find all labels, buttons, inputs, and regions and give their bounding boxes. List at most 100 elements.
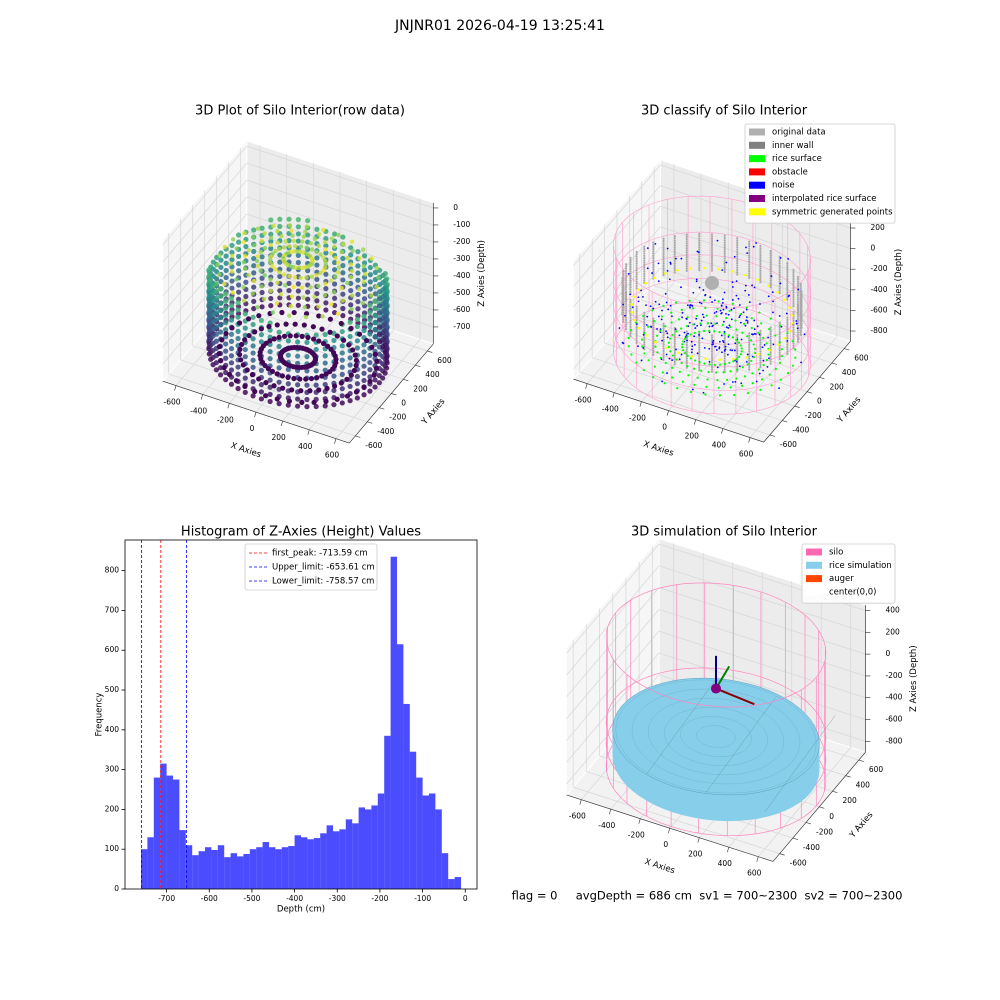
point-cloud-decoration [295,396,301,402]
point-cloud-decoration [213,310,219,316]
point-cloud-decoration [652,333,655,336]
point-cloud-decoration [721,298,724,301]
point-cloud-decoration [769,268,772,271]
point-cloud-decoration [277,259,283,265]
point-cloud-decoration [738,365,741,368]
point-cloud-decoration [723,268,726,271]
point-cloud-decoration [251,255,257,262]
point-cloud-decoration [748,267,751,270]
point-cloud-decoration [635,332,638,335]
point-cloud-decoration [258,339,264,345]
point-cloud-decoration [642,333,645,336]
point-cloud-decoration [698,253,701,256]
point-cloud-decoration [695,278,698,281]
point-cloud-decoration [710,354,714,357]
point-cloud-decoration [786,316,789,319]
point-cloud-decoration [784,336,787,340]
point-cloud-decoration [673,354,676,357]
point-cloud-decoration [778,326,781,329]
point-cloud-decoration [223,348,229,354]
point-cloud-decoration [792,331,795,334]
point-cloud-decoration [271,383,277,389]
point-cloud-decoration [796,300,800,303]
point-cloud-decoration [347,333,353,340]
auger-decoration [715,687,755,706]
point-cloud-decoration [242,337,248,343]
point-cloud-decoration [267,348,273,355]
point-cloud-decoration [779,282,782,285]
point-cloud-decoration [666,270,669,272]
point-cloud-decoration [621,341,624,344]
point-cloud-decoration [367,272,373,278]
point-cloud-decoration [252,388,258,395]
point-cloud-decoration [662,343,665,346]
point-cloud-decoration [685,325,688,328]
point-cloud-decoration [340,337,347,343]
point-cloud-decoration [213,295,219,302]
point-cloud-decoration [273,267,278,272]
point-cloud-decoration [734,342,737,345]
grid-line [162,213,247,314]
point-cloud-decoration [367,286,373,292]
point-cloud-decoration [706,378,709,381]
point-cloud-decoration [664,346,668,350]
point-cloud-decoration [673,266,676,269]
point-cloud-decoration [267,391,273,397]
point-cloud-decoration [710,251,714,254]
point-cloud-decoration [339,386,345,392]
point-cloud-decoration [285,338,291,344]
point-cloud-decoration [635,255,638,258]
point-cloud-decoration [667,308,670,311]
point-cloud-decoration [624,288,628,291]
point-cloud-decoration [725,316,728,320]
point-cloud-decoration [667,341,670,344]
point-cloud-decoration [759,276,762,279]
bar [320,833,327,889]
point-cloud-decoration [778,262,781,265]
point-cloud-decoration [685,244,688,247]
bar [358,807,365,889]
point-cloud-decoration [662,340,665,343]
point-cloud-decoration [305,334,311,341]
point-cloud-decoration [696,250,699,253]
point-cloud-decoration [702,391,705,394]
point-cloud-decoration [673,248,676,251]
point-cloud-decoration [692,291,695,294]
point-cloud-decoration [376,275,381,280]
point-cloud-decoration [367,302,373,309]
point-cloud-decoration [243,243,249,250]
point-cloud-decoration [736,268,739,272]
point-cloud-decoration [339,364,345,370]
point-cloud-decoration [635,361,638,364]
point-cloud-decoration [652,344,655,347]
point-cloud-decoration [702,299,706,302]
bar [211,850,218,889]
point-cloud-decoration [663,382,666,385]
point-cloud-decoration [218,264,224,270]
point-cloud-decoration [786,264,789,267]
point-cloud-decoration [235,328,241,334]
point-cloud-decoration [759,249,762,252]
point-cloud-decoration [778,287,781,290]
point-cloud-decoration [652,376,655,379]
tick-mark [367,421,373,424]
point-cloud-decoration [792,305,795,308]
point-cloud-decoration [786,268,789,271]
point-cloud-decoration [270,264,275,269]
point-cloud-decoration [361,267,368,273]
point-cloud-decoration [732,357,735,361]
point-cloud-decoration [627,272,630,275]
point-cloud-decoration [735,328,738,331]
point-cloud-decoration [259,275,265,281]
point-cloud-decoration [723,259,726,262]
point-cloud-decoration [704,357,707,361]
status-footer: flag = 0 avgDepth = 686 cm sv1 = 700~230… [512,889,903,903]
point-cloud-decoration [265,366,271,372]
point-cloud-decoration [277,269,282,275]
point-cloud-decoration [739,321,742,324]
point-cloud-decoration [304,382,310,388]
point-cloud-decoration [624,285,628,289]
grid-line [658,630,866,699]
tick-mark [307,429,310,435]
